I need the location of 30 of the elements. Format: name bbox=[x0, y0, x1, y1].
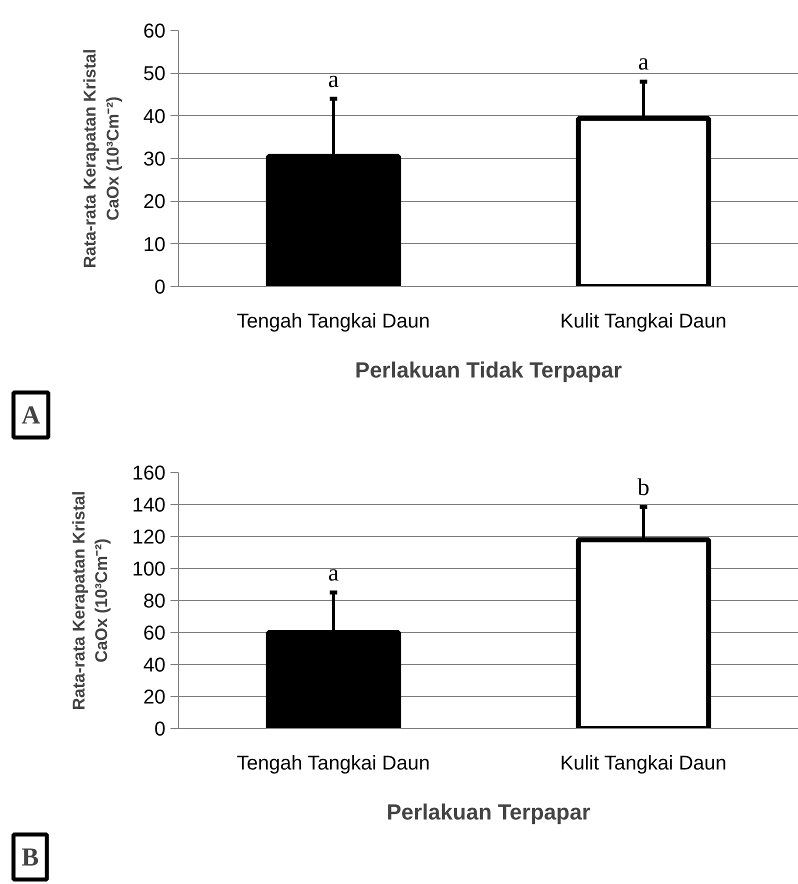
x-tick-label: Kulit Tangkai Daun bbox=[560, 310, 727, 332]
annotation: a bbox=[328, 66, 340, 93]
annotation: a bbox=[638, 50, 650, 76]
y-axis-title: Rata-rata Kerapatan Kristal CaOx (10³Cm⁻²) bbox=[69, 490, 112, 710]
y-tick-label: 60 bbox=[143, 20, 166, 42]
y-tick-label: 20 bbox=[143, 191, 166, 214]
text: B bbox=[22, 842, 39, 872]
annotation: b bbox=[638, 474, 650, 501]
y-tick-label: 60 bbox=[143, 622, 166, 644]
x-tick-label: Tengah Tangkai Daun bbox=[236, 310, 430, 332]
y-tick-label: 140 bbox=[132, 494, 166, 516]
x-tick-label: Tengah Tangkai Daun bbox=[236, 752, 430, 774]
y-tick-label: 30 bbox=[143, 148, 166, 170]
text: A bbox=[22, 400, 40, 430]
y-tick-label: 20 bbox=[143, 686, 166, 708]
annotation: a bbox=[328, 560, 340, 586]
x-axis-title: Perlakuan Terpapar bbox=[386, 800, 591, 824]
y-tick-label: 160 bbox=[132, 462, 166, 484]
x-tick-label: Kulit Tangkai Daun bbox=[560, 752, 727, 774]
y-tick-label: 0 bbox=[154, 718, 166, 740]
y-tick-label: 40 bbox=[143, 654, 166, 676]
y-axis-title: Rata-rata Kerapatan Kristal CaOx (10³Cm⁻²) bbox=[80, 48, 122, 268]
y-tick-label: 100 bbox=[132, 558, 166, 580]
y-tick-label: 0 bbox=[154, 276, 166, 298]
y-tick-label: 10 bbox=[143, 234, 166, 256]
y-tick-label: 50 bbox=[143, 63, 166, 86]
x-axis-title: Perlakuan Tidak Terpapar bbox=[355, 358, 622, 382]
y-tick-label: 80 bbox=[143, 590, 166, 612]
y-tick-label: 40 bbox=[143, 106, 166, 128]
y-tick-label: 120 bbox=[132, 526, 166, 548]
